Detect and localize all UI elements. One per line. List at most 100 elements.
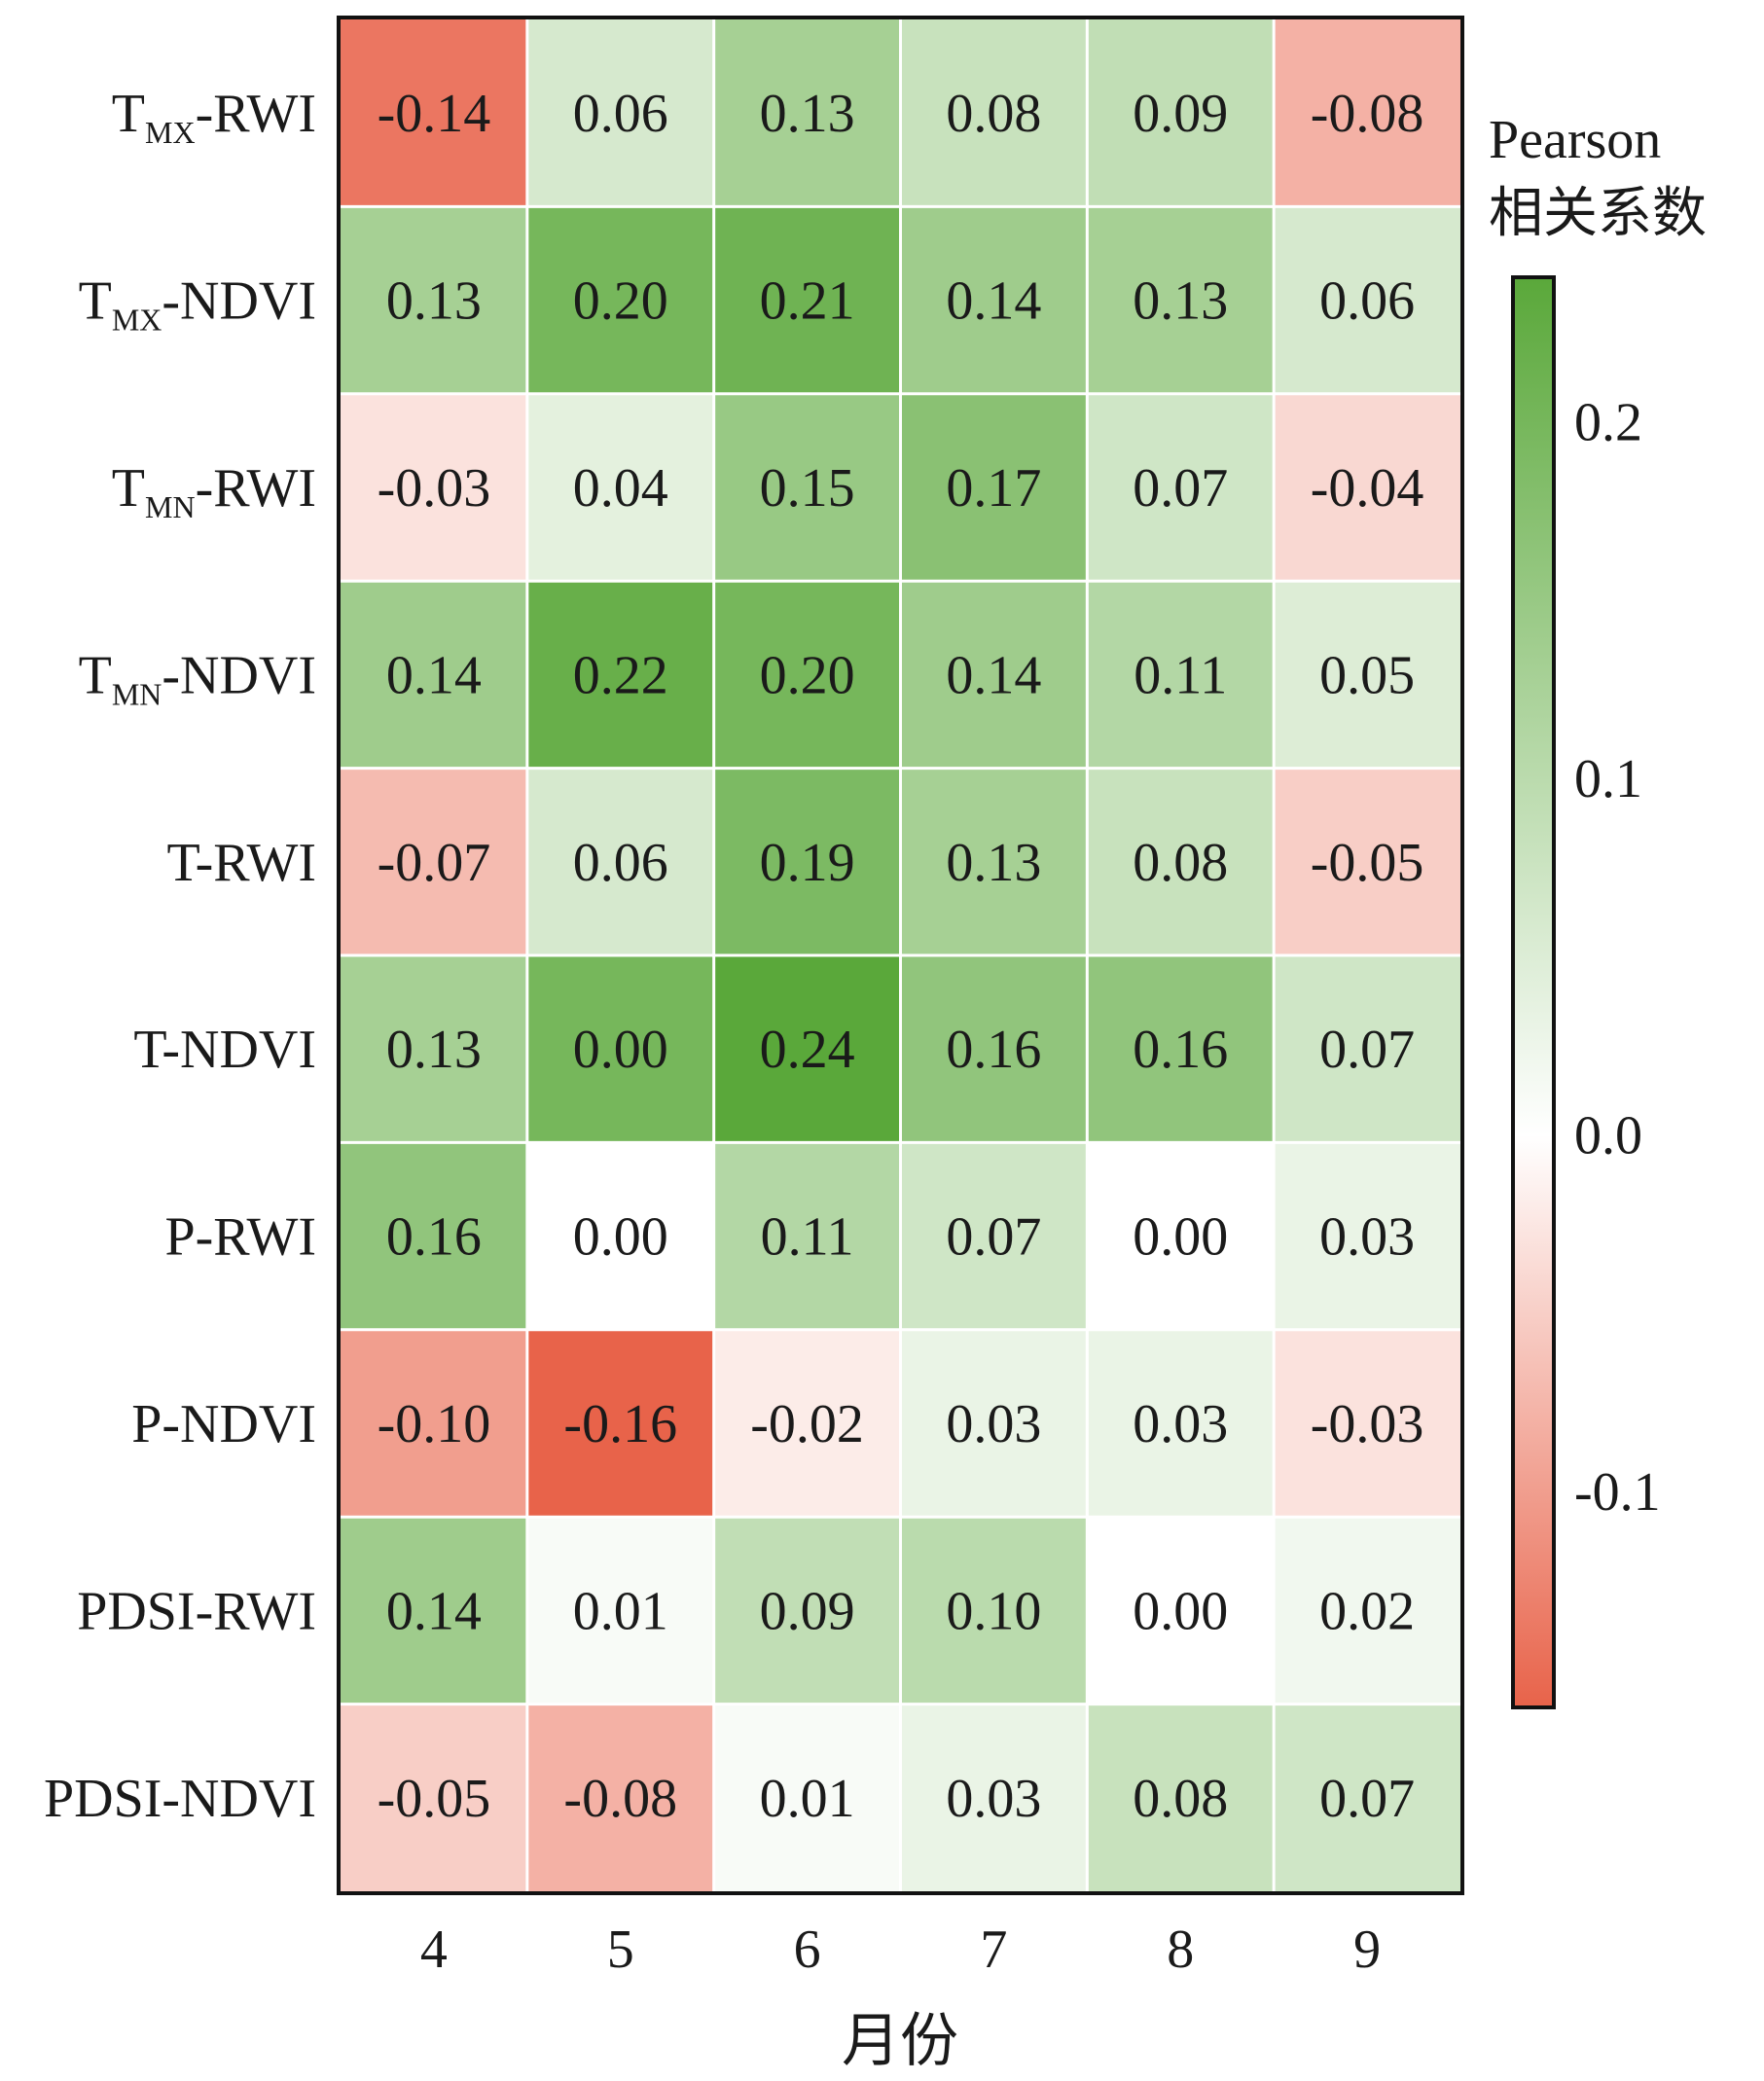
heatmap-cell [900, 206, 1088, 395]
heatmap-cell [713, 768, 901, 956]
cell-value-label: 0.08 [1133, 1769, 1228, 1829]
heatmap-cell [341, 1142, 528, 1331]
cell-value-label: 0.13 [946, 833, 1041, 893]
heatmap-cell [1087, 19, 1275, 207]
row-label: PDSI-RWI [77, 1581, 316, 1641]
x-tick-label: 7 [980, 1920, 1007, 1980]
cell-value-label: 0.11 [1134, 645, 1227, 705]
cell-value-label: 0.24 [760, 1020, 855, 1080]
heatmap-cell [1274, 393, 1461, 582]
x-tick-label: 4 [420, 1920, 448, 1980]
heatmap-cell [1087, 1329, 1275, 1518]
heatmap-cell [1274, 1704, 1461, 1892]
heatmap-cell [900, 19, 1088, 207]
row-label-rest: -RWI [196, 458, 316, 519]
heatmap-cell [1274, 581, 1461, 770]
cell-value-label: -0.14 [378, 84, 491, 144]
heatmap-cell [341, 581, 528, 770]
heatmap-cell [526, 19, 715, 207]
heatmap-cell [900, 393, 1088, 582]
heatmap-cell [526, 1517, 715, 1705]
heatmap-cell [1274, 768, 1461, 956]
cell-value-label: 0.03 [1319, 1207, 1415, 1268]
heatmap-cell [713, 1517, 901, 1705]
heatmap-cell [713, 1329, 901, 1518]
cell-value-label: 0.01 [760, 1769, 855, 1829]
cell-value-label: 0.10 [946, 1581, 1041, 1641]
heatmap-cell [1087, 581, 1275, 770]
cell-value-label: 0.20 [573, 271, 668, 332]
plot-frame [337, 16, 1464, 1895]
heatmap-cell [1274, 19, 1461, 207]
heatmap-cell [1087, 1704, 1275, 1892]
colorbar-tick-label: 0.2 [1574, 393, 1642, 453]
colorbar-tick-label: 0.0 [1574, 1106, 1642, 1166]
row-label-rest: -RWI [196, 84, 316, 144]
row-label-subscript: MX [112, 303, 162, 338]
heatmap-cell [341, 206, 528, 395]
cell-value-label: 0.02 [1319, 1581, 1415, 1641]
cell-value-label: -0.08 [563, 1769, 677, 1829]
row-label-base: P-RWI [164, 1207, 316, 1268]
cell-value-label: 0.16 [386, 1207, 482, 1268]
cell-value-label: 0.14 [386, 1581, 482, 1641]
heatmap-cell [713, 1142, 901, 1331]
row-label: TMN-NDVI [79, 645, 316, 711]
cell-value-label: -0.05 [378, 1769, 491, 1829]
heatmap-cell [900, 768, 1088, 956]
cell-value-label: 0.14 [946, 645, 1041, 705]
cell-value-label: 0.04 [573, 458, 668, 519]
heatmap-cell [1274, 1329, 1461, 1518]
cell-value-label: 0.09 [760, 1581, 855, 1641]
heatmap-cell [900, 1142, 1088, 1331]
heatmap-cell [526, 955, 715, 1143]
cell-value-label: 0.22 [573, 645, 668, 705]
heatmap-cell [1087, 1142, 1275, 1331]
heatmap-cell [526, 1704, 715, 1892]
row-label: T-NDVI [133, 1020, 316, 1080]
row-label-subscript: MX [145, 115, 196, 150]
cell-value-label: -0.10 [378, 1394, 491, 1454]
heatmap-cell [713, 955, 901, 1143]
heatmap-cell [341, 19, 528, 207]
row-label: TMX-RWI [112, 84, 316, 150]
cell-value-label: -0.04 [1311, 458, 1424, 519]
cell-value-label: 0.06 [1319, 271, 1415, 332]
colorbar [1511, 275, 1556, 1709]
cell-value-label: 0.01 [573, 1581, 668, 1641]
row-label-base: PDSI-NDVI [44, 1769, 316, 1829]
heatmap-cell [526, 393, 715, 582]
cell-value-label: 0.00 [1133, 1207, 1228, 1268]
x-tick-labels: 4 5 6 7 8 9 [420, 1920, 1381, 1980]
cell-value-label: 0.06 [573, 84, 668, 144]
heatmap-cell [1274, 955, 1461, 1143]
heatmap-cell [526, 768, 715, 956]
cell-value-label: 0.20 [760, 645, 855, 705]
colorbar-title-line1: Pearson [1489, 110, 1661, 170]
row-label-rest: -NDVI [162, 271, 316, 332]
cell-value-label: 0.07 [946, 1207, 1041, 1268]
row-label: TMN-RWI [112, 458, 316, 524]
colorbar-title-line2: 相关系数 [1489, 184, 1707, 244]
cell-value-label: 0.09 [1133, 84, 1228, 144]
cell-value-label: 0.13 [1133, 271, 1228, 332]
heatmap-cell [900, 1704, 1088, 1892]
heatmap-cell [1087, 206, 1275, 395]
x-axis-title: 月份 [842, 2009, 958, 2073]
cell-value-label: 0.14 [386, 645, 482, 705]
heatmap-cell [526, 206, 715, 395]
cell-value-label: 0.13 [386, 1020, 482, 1080]
cell-value-label: 0.21 [760, 271, 855, 332]
heatmap-cell [341, 393, 528, 582]
heatmap-cell [1274, 206, 1461, 395]
cell-value-label: -0.03 [1311, 1394, 1424, 1454]
heatmap-cell [1087, 1517, 1275, 1705]
x-tick-label: 8 [1167, 1920, 1194, 1980]
colorbar-tick-label: -0.1 [1574, 1462, 1661, 1523]
heatmap-cell [341, 1704, 528, 1892]
cell-value-label: 0.07 [1133, 458, 1228, 519]
heatmap-cell [713, 1704, 901, 1892]
row-label: PDSI-NDVI [44, 1769, 316, 1829]
cell-value-label: 0.03 [946, 1394, 1041, 1454]
